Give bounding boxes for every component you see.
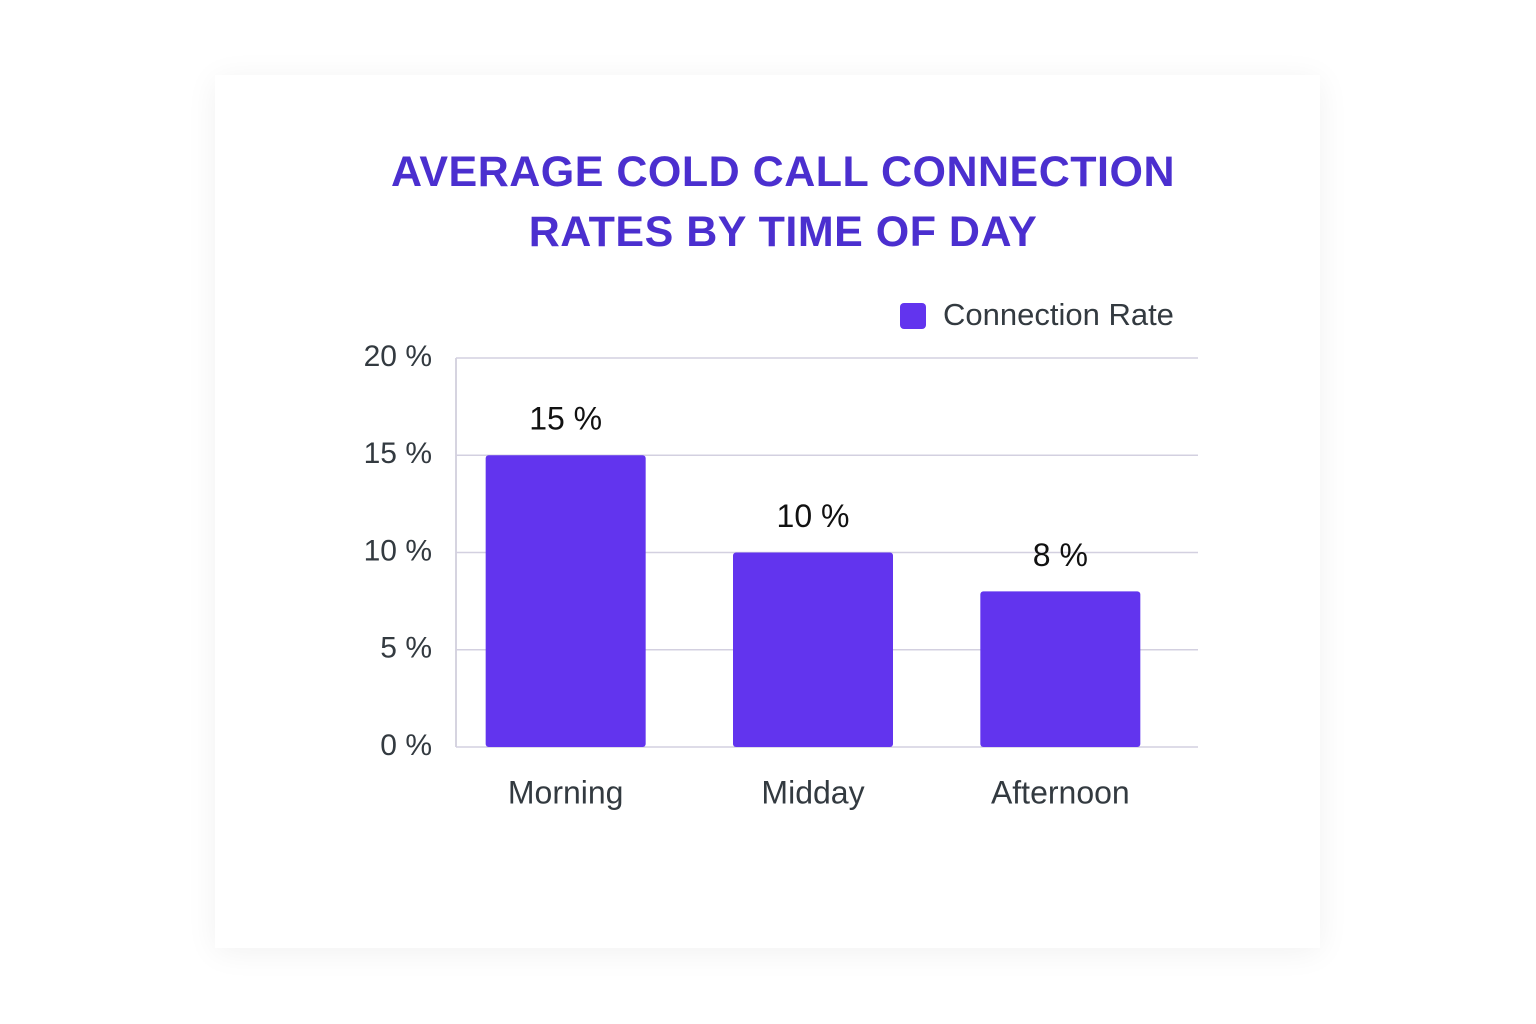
chart-title: AVERAGE COLD CALL CONNECTION RATES BY TI… xyxy=(390,148,1176,256)
chart-card xyxy=(215,75,1320,948)
value-label: 10 % xyxy=(777,498,850,534)
x-tick-label: Afternoon xyxy=(991,774,1130,810)
value-label: 8 % xyxy=(1033,537,1088,573)
legend-label: Connection Rate xyxy=(943,297,1174,332)
x-tick-label: Midday xyxy=(761,774,864,810)
y-tick-label: 10 % xyxy=(364,534,432,567)
y-tick-label: 15 % xyxy=(364,437,432,470)
bar xyxy=(980,591,1141,747)
y-tick-label: 5 % xyxy=(380,632,432,665)
bar xyxy=(485,455,646,747)
x-tick-label: Morning xyxy=(508,774,624,810)
value-label: 15 % xyxy=(529,401,602,437)
y-tick-label: 20 % xyxy=(364,340,432,373)
legend-swatch xyxy=(900,303,926,329)
y-tick-label: 0 % xyxy=(380,729,432,762)
bar xyxy=(733,552,893,747)
